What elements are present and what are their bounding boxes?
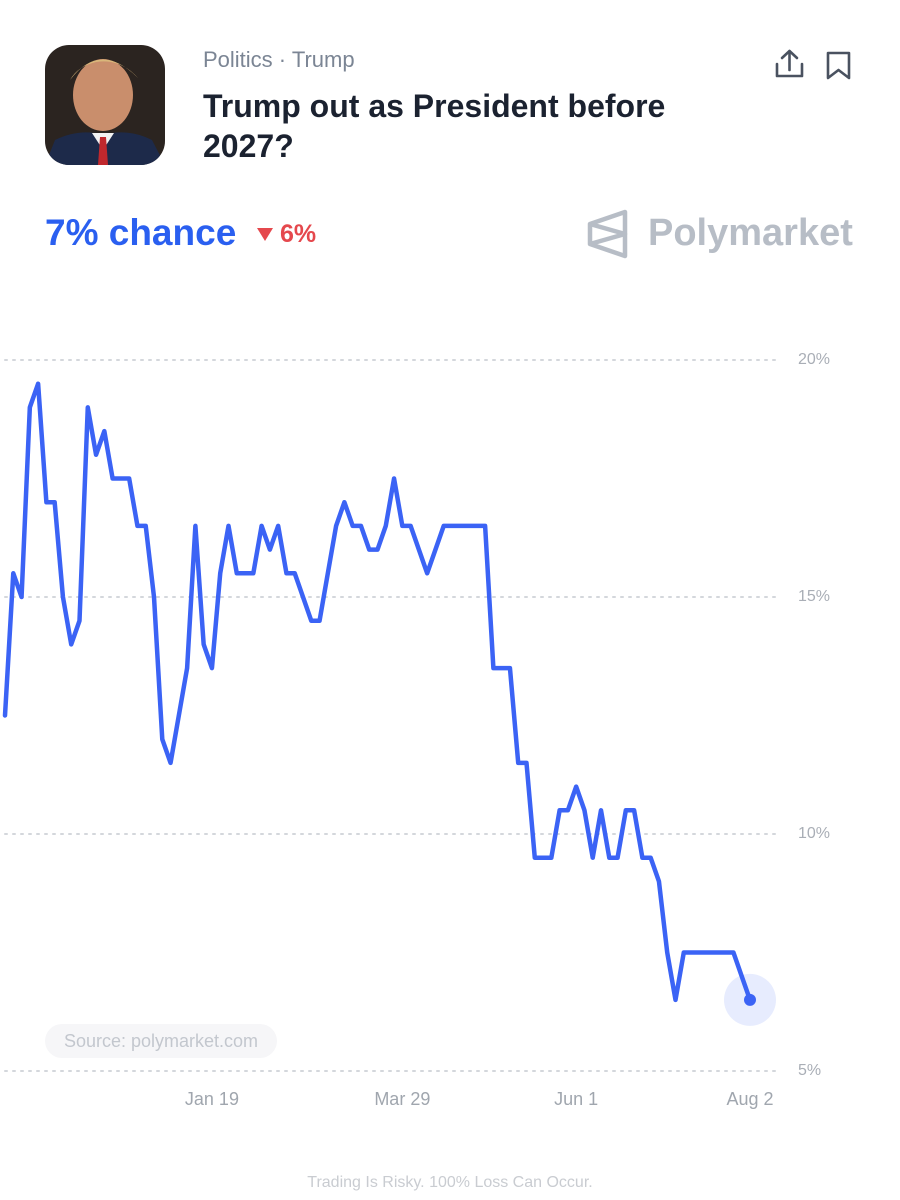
brand-logo	[587, 209, 628, 259]
y-tick-label: 5%	[798, 1062, 821, 1079]
last-point	[744, 993, 756, 1006]
change: 6%	[280, 220, 317, 248]
y-tick-label: 15%	[798, 588, 830, 605]
x-tick-label: Jun 1	[554, 1089, 598, 1109]
bookmark-button[interactable]	[826, 51, 851, 80]
brand-name: Polymarket	[648, 212, 853, 254]
market-image	[45, 45, 165, 165]
x-tick-label: Aug 2	[726, 1089, 773, 1109]
plot: 5% 10% 15% 20% Jan 19 Mar 29 Jun 1 Aug 2 Source:…	[2, 351, 830, 1191]
market-category: Politics · Trump	[203, 47, 355, 72]
source-badge	[45, 1024, 277, 1058]
disclaimer: Trading Is Risky. 100% Loss Can Occur.	[307, 1174, 592, 1191]
y-tick-label: 10%	[798, 825, 830, 842]
chance: 7% chance	[45, 212, 237, 253]
line	[2, 381, 753, 1003]
change-arrow	[257, 228, 273, 241]
share-button[interactable]	[775, 49, 804, 78]
x-tick-label: Jan 19	[185, 1089, 239, 1109]
x-tick-label: Mar 29	[374, 1089, 430, 1109]
y-tick-label: 20%	[798, 351, 830, 368]
market-title: Trump out as President before 2027?	[203, 88, 666, 164]
source: Source: polymarket.com	[64, 1031, 258, 1051]
